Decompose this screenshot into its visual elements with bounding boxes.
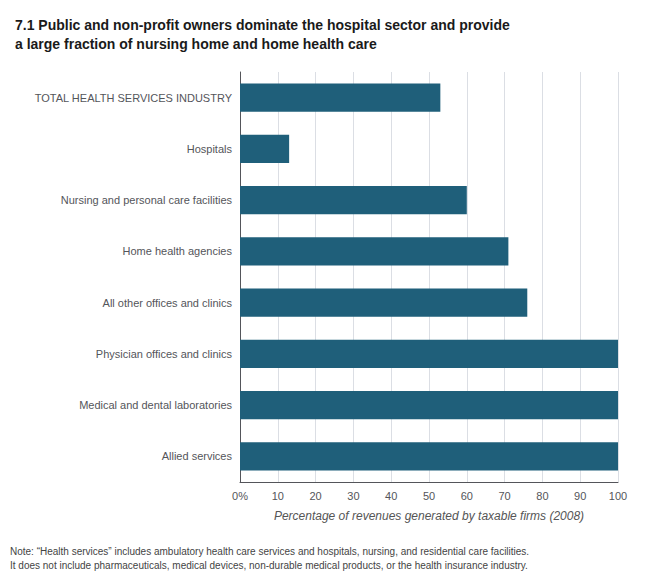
svg-text:a large fraction of nursing ho: a large fraction of nursing home and hom…	[15, 36, 377, 52]
svg-text:0%: 0%	[232, 490, 248, 502]
svg-text:7.1 Public and non-profit owne: 7.1 Public and non-profit owners dominat…	[15, 17, 510, 33]
svg-text:60: 60	[461, 490, 473, 502]
svg-text:Percentage of revenues generat: Percentage of revenues generated by taxa…	[274, 509, 584, 523]
svg-text:Note: “Health services” includ: Note: “Health services” includes ambulat…	[10, 546, 529, 557]
svg-text:80: 80	[536, 490, 548, 502]
svg-text:20: 20	[309, 490, 321, 502]
svg-text:Home health agencies: Home health agencies	[123, 245, 233, 257]
svg-text:TOTAL HEALTH SERVICES INDUSTRY: TOTAL HEALTH SERVICES INDUSTRY	[35, 92, 233, 104]
svg-text:Medical and dental laboratorie: Medical and dental laboratories	[79, 399, 232, 411]
svg-text:30: 30	[347, 490, 359, 502]
svg-text:100: 100	[609, 490, 627, 502]
svg-text:50: 50	[423, 490, 435, 502]
svg-text:Physician offices and clinics: Physician offices and clinics	[96, 348, 233, 360]
svg-text:40: 40	[385, 490, 397, 502]
svg-text:Allied services: Allied services	[162, 450, 233, 462]
svg-text:90: 90	[574, 490, 586, 502]
svg-text:It does not include pharmaceut: It does not include pharmaceuticals, med…	[10, 560, 528, 571]
svg-text:10: 10	[272, 490, 284, 502]
svg-text:70: 70	[498, 490, 510, 502]
svg-text:Hospitals: Hospitals	[187, 143, 233, 155]
svg-text:All other offices and clinics: All other offices and clinics	[103, 297, 233, 309]
svg-text:Nursing and personal care faci: Nursing and personal care facilities	[61, 194, 233, 206]
